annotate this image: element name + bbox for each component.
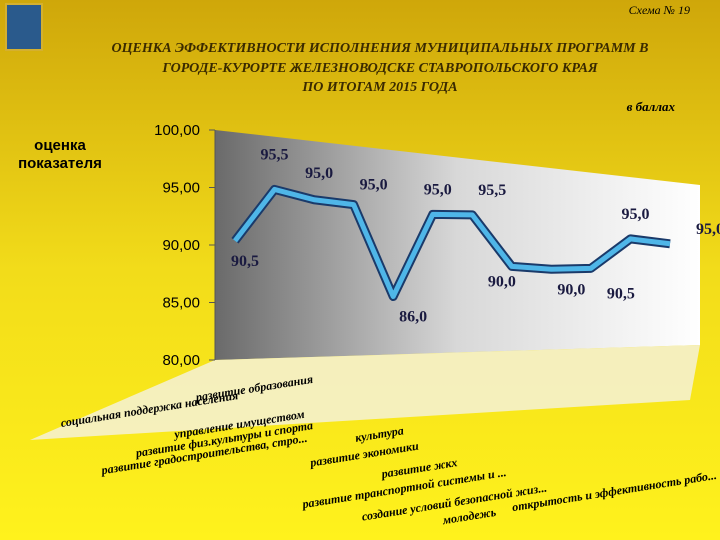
data-label: 95,0 [621, 206, 649, 223]
y-tick-label: 85,00 [162, 295, 200, 312]
data-label: 90,5 [231, 253, 259, 270]
title-line: ОЦЕНКА ЭФФЕКТИВНОСТИ ИСПОЛНЕНИЯ МУНИЦИПА… [112, 41, 649, 56]
title-line: ГОРОДЕ-КУРОРТЕ ЖЕЛЕЗНОВОДСКЕ СТАВРОПОЛЬС… [161, 61, 598, 76]
data-label: 86,0 [399, 309, 427, 326]
data-label: 95,0 [305, 165, 333, 182]
data-label: 90,5 [607, 285, 635, 302]
y-tick-label: 80,00 [162, 352, 200, 369]
y-tick-label: 100,00 [154, 122, 200, 139]
units-label: в баллах [627, 99, 676, 114]
y-axis-label: оценка [34, 137, 86, 154]
data-label: 95,0 [424, 181, 452, 198]
y-axis-label: показателя [18, 155, 102, 172]
back-wall [215, 130, 700, 360]
data-label: 95,5 [478, 182, 506, 199]
scheme-label: Схема № 19 [629, 3, 690, 17]
data-label: 95,5 [261, 146, 289, 163]
y-tick-label: 90,00 [162, 237, 200, 254]
floor [30, 345, 700, 440]
emblem [5, 3, 43, 51]
title-line: ПО ИТОГАМ 2015 ГОДА [301, 80, 457, 95]
data-label: 90,0 [488, 273, 516, 290]
data-label: 90,0 [557, 281, 585, 298]
line [233, 186, 671, 300]
y-tick-label: 95,00 [162, 180, 200, 197]
data-label: 95,0 [360, 177, 388, 194]
data-label: 95,0 [696, 221, 720, 238]
